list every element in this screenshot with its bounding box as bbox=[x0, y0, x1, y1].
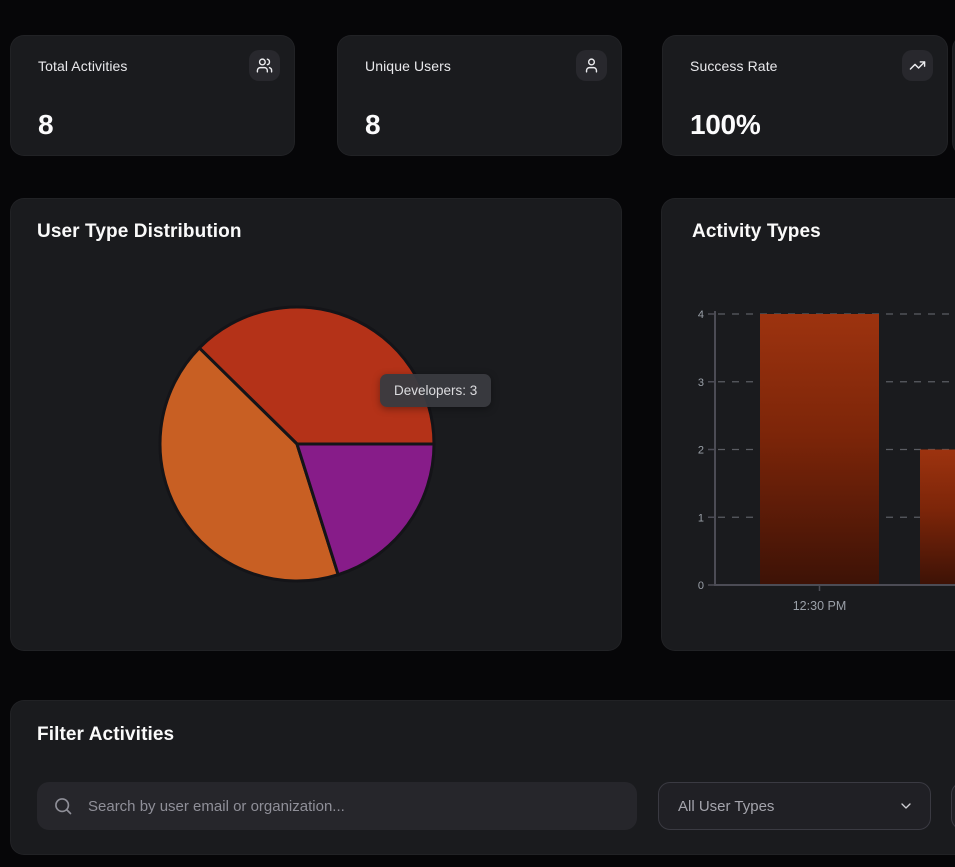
chevron-down-icon bbox=[901, 803, 911, 809]
activity-types-card: Activity Types 0 1 2 3 4 12:30 PM bbox=[661, 198, 955, 651]
stat-card-unique-users: Unique Users 8 bbox=[337, 35, 622, 156]
pie-slice[interactable] bbox=[158, 346, 340, 583]
chart-tooltip: Developers: 3 bbox=[380, 374, 492, 407]
pie-card-title: User Type Distribution bbox=[37, 221, 242, 242]
stat-card-header: Unique Users bbox=[365, 50, 607, 81]
pie-slice[interactable] bbox=[295, 442, 436, 577]
tooltip-text: Developers: 3 bbox=[394, 383, 478, 398]
partial-select[interactable] bbox=[951, 782, 955, 830]
stat-label: Success Rate bbox=[690, 58, 778, 74]
y-tick-label: 2 bbox=[698, 445, 704, 457]
users-icon-chip bbox=[249, 50, 280, 81]
user-type-select[interactable]: All User Types bbox=[658, 782, 931, 830]
bar[interactable] bbox=[920, 449, 955, 586]
y-tick-label: 0 bbox=[698, 580, 704, 592]
search-icon bbox=[55, 798, 72, 815]
search-input-wrapper[interactable] bbox=[37, 782, 637, 830]
trending-up-icon-chip bbox=[902, 50, 933, 81]
trending-up-icon bbox=[909, 61, 926, 70]
stat-card-header: Total Activities bbox=[38, 50, 280, 81]
y-tick-label: 4 bbox=[698, 309, 704, 321]
stat-card-partial bbox=[952, 35, 955, 156]
bar-card-title: Activity Types bbox=[692, 221, 821, 242]
bar-chart[interactable]: 0 1 2 3 4 12:30 PM bbox=[662, 199, 955, 652]
stat-card-success-rate: Success Rate 100% bbox=[662, 35, 948, 156]
stat-label: Unique Users bbox=[365, 58, 452, 74]
filter-card-title: Filter Activities bbox=[37, 724, 175, 745]
filter-controls: All User Types bbox=[11, 782, 955, 830]
x-tick-label: 12:30 PM bbox=[793, 599, 847, 613]
y-tick-label: 1 bbox=[698, 512, 704, 524]
users-icon bbox=[256, 58, 273, 73]
stat-card-total-activities: Total Activities 8 bbox=[10, 35, 295, 156]
y-tick-label: 3 bbox=[698, 377, 704, 389]
search-input[interactable] bbox=[86, 796, 623, 816]
user-icon-chip bbox=[576, 50, 607, 81]
pie-chart[interactable] bbox=[11, 199, 623, 652]
bar[interactable] bbox=[760, 314, 879, 585]
stat-label: Total Activities bbox=[38, 58, 128, 74]
stat-card-header: Success Rate bbox=[690, 50, 933, 81]
user-type-select-value: All User Types bbox=[678, 797, 775, 815]
filter-activities-card: Filter Activities All User Types bbox=[10, 700, 955, 855]
stat-value: 100% bbox=[690, 109, 761, 140]
stat-value: 8 bbox=[365, 109, 381, 140]
user-icon bbox=[585, 58, 598, 73]
user-type-distribution-card: User Type Distribution Developers: 3 bbox=[10, 198, 622, 651]
stat-value: 8 bbox=[38, 109, 54, 140]
